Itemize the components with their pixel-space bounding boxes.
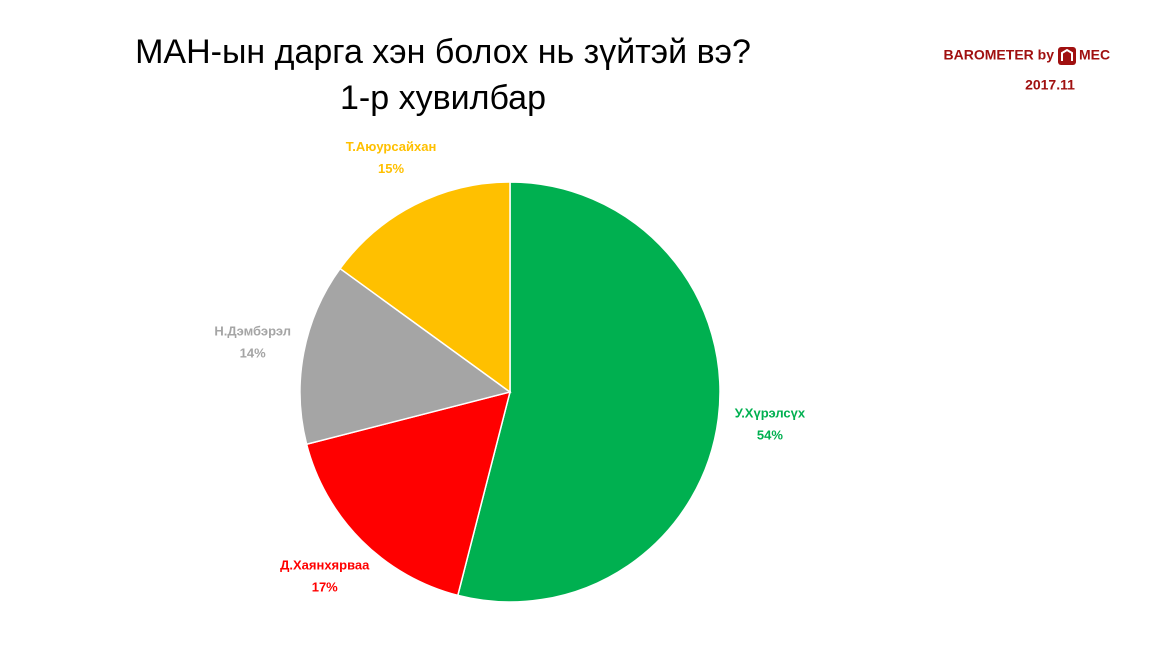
pie-slice <box>456 181 721 603</box>
brand-logo <box>1058 47 1076 65</box>
value-label: 17% <box>312 580 338 595</box>
slice-label: Н.Дэмбэрэл <box>214 323 291 338</box>
slice-label: Д.Хаянхярваа <box>280 558 370 573</box>
value-label: 54% <box>757 427 783 442</box>
date: 2017.11 <box>1025 77 1075 93</box>
pie-slice <box>305 390 512 597</box>
pie-slice <box>339 181 511 394</box>
chart-subtitle: 1-р хувилбар <box>340 79 546 117</box>
chart-title: МАН-ын дарга хэн болох нь зүйтэй вэ? <box>135 33 751 71</box>
source: BAROMETER by <box>944 47 1055 63</box>
value-label: 14% <box>240 345 266 360</box>
pie-slice <box>299 267 512 446</box>
value-label: 15% <box>378 161 404 176</box>
slice-label: У.Хүрэлсүх <box>735 405 806 420</box>
slice-label: Т.Аюурсайхан <box>346 139 437 154</box>
source-brand: MEC <box>1079 47 1110 63</box>
